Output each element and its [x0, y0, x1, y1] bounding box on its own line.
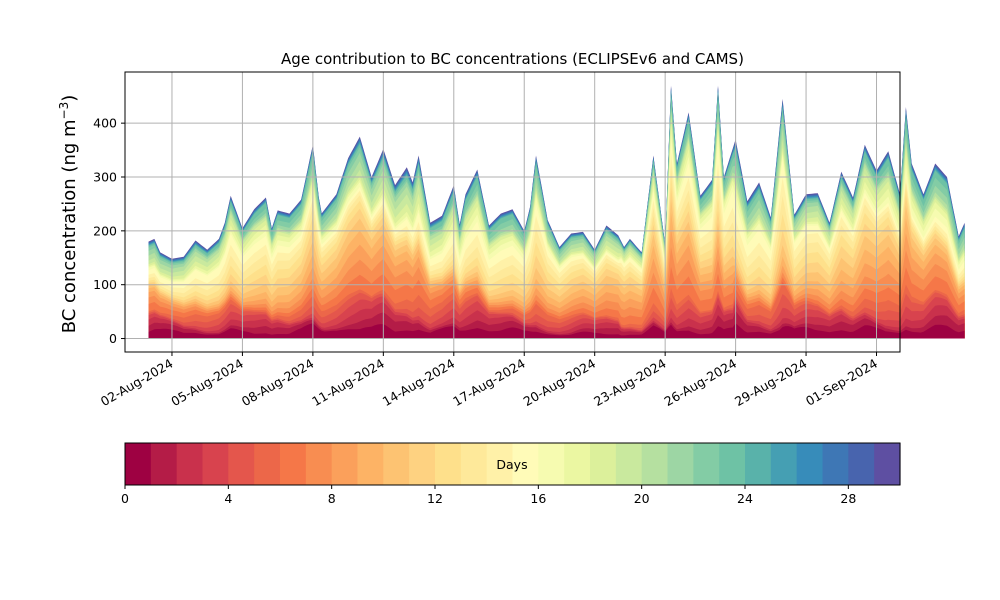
colorbar-bin-28 [848, 443, 875, 485]
colorbar-bin-1 [150, 443, 178, 485]
colorbar-bin-4 [228, 443, 255, 485]
colorbar-bin-24 [745, 443, 772, 485]
colorbar-tick-label: 24 [737, 491, 753, 506]
colorbar-bin-22 [693, 443, 720, 485]
colorbar-tick-label: 20 [634, 491, 650, 506]
x-tick-label: 02-Aug-2024 [98, 356, 176, 409]
y-tick-label: 0 [109, 331, 117, 346]
colorbar-bin-27 [822, 443, 849, 485]
colorbar-label: Days [496, 457, 527, 472]
colorbar-bin-7 [305, 443, 333, 485]
colorbar: 0 4 8 12 16 20 24 28 [121, 442, 901, 506]
colorbar-bin-23 [719, 443, 746, 485]
colorbar-bin-26 [796, 443, 824, 485]
colorbar-bin-6 [280, 443, 307, 485]
colorbar-bin-5 [254, 443, 281, 485]
colorbar-bin-0 [125, 443, 152, 485]
x-tick-label: 17-Aug-2024 [450, 356, 528, 409]
colorbar-bin-3 [202, 443, 229, 485]
plot-area: 0 100 200 300 400 02-Aug-202405-Aug-202408-Au… [93, 71, 965, 409]
chart-title: Age contribution to BC concentrations (E… [281, 50, 744, 68]
y-axis-label-superscript: −3 [57, 102, 71, 120]
x-tick-label: 26-Aug-2024 [662, 356, 740, 409]
x-tick-label: 14-Aug-2024 [380, 356, 458, 409]
colorbar-bin-12 [435, 443, 462, 485]
y-tick-label: 200 [93, 223, 117, 238]
colorbar-bin-9 [357, 443, 384, 485]
colorbar-tick-label: 8 [328, 491, 336, 506]
y-tick-label: 100 [93, 277, 117, 292]
colorbar-bin-15 [512, 443, 539, 485]
colorbar-frame [124, 442, 901, 486]
colorbar-tick-label: 28 [840, 491, 856, 506]
colorbar-bin-20 [641, 443, 669, 485]
colorbar-bin-21 [667, 443, 694, 485]
colorbar-tick-label: 4 [224, 491, 232, 506]
y-tick-label: 400 [93, 116, 117, 131]
x-tick-label: 11-Aug-2024 [309, 356, 387, 409]
y-axis-label-close: ) [59, 95, 80, 102]
x-tick-label: 20-Aug-2024 [521, 356, 599, 409]
plot-frame [124, 71, 901, 353]
colorbar-bin-25 [770, 443, 798, 485]
colorbar-tick-label: 16 [530, 491, 546, 506]
x-tick-label: 05-Aug-2024 [168, 356, 246, 409]
colorbar-bin-14 [486, 443, 514, 485]
colorbar-bin-11 [409, 443, 436, 485]
colorbar-tick-label: 0 [121, 491, 129, 506]
x-tick-label: 29-Aug-2024 [732, 356, 810, 409]
colorbar-bin-17 [564, 443, 591, 485]
colorbar-bin-29 [874, 443, 901, 485]
colorbar-bin-19 [615, 443, 643, 485]
x-tick-label: 23-Aug-2024 [591, 356, 669, 409]
age-layer-0 [148, 323, 965, 339]
colorbar-bin-13 [460, 443, 488, 485]
y-tick-label: 300 [93, 170, 117, 185]
colorbar-bin-18 [590, 443, 617, 485]
colorbar-bin-10 [383, 443, 410, 485]
x-tick-label: 01-Sep-2024 [803, 356, 880, 409]
x-tick-label: 08-Aug-2024 [239, 356, 317, 409]
y-axis-label: BC concentration (ng m−3) [57, 95, 80, 334]
colorbar-tick-label: 12 [427, 491, 443, 506]
colorbar-bin-8 [331, 443, 359, 485]
y-axis-label-text: BC concentration (ng m [59, 119, 80, 333]
colorbar-bin-16 [538, 443, 565, 485]
colorbar-bin-2 [176, 443, 204, 485]
